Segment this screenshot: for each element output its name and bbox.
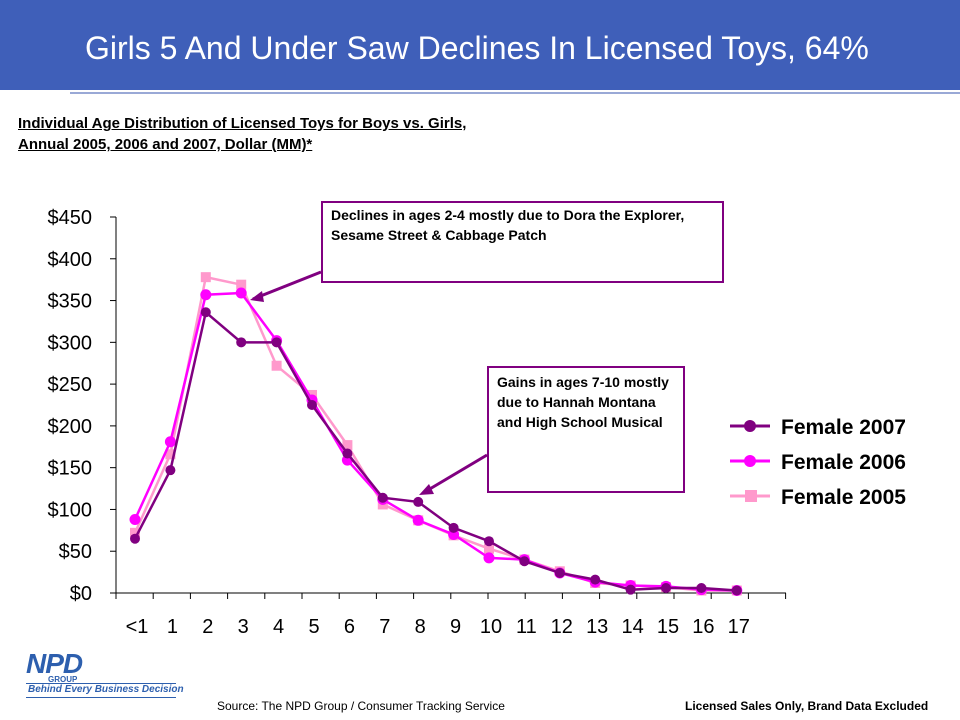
callout-arrow-1 <box>252 270 322 301</box>
legend-marker <box>744 420 756 432</box>
logo-rule <box>26 683 176 684</box>
x-tick-label: 7 <box>379 616 390 638</box>
title-underline <box>70 92 960 94</box>
title-bar <box>0 0 960 90</box>
source-note: Source: The NPD Group / Consumer Trackin… <box>217 699 505 713</box>
y-tick-label: $50 <box>59 541 92 563</box>
npd-logo-tagline: Behind Every Business Decision <box>28 684 184 695</box>
y-tick-label: $250 <box>48 374 93 396</box>
subtitle-line-2: Annual 2005, 2006 and 2007, Dollar (MM)* <box>18 136 313 153</box>
x-tick-label: 8 <box>415 616 426 638</box>
data-point <box>165 449 176 460</box>
data-point <box>200 289 212 301</box>
data-point <box>200 272 211 283</box>
slide-title: Girls 5 And Under Saw Declines In Licens… <box>85 30 869 66</box>
data-point <box>731 585 742 596</box>
data-point <box>342 448 353 459</box>
data-point <box>165 465 176 476</box>
legend-label: Female 2005 <box>781 486 906 509</box>
data-point <box>448 522 459 533</box>
x-tick-label: 9 <box>450 616 461 638</box>
legend-label: Female 2006 <box>781 451 906 474</box>
data-point <box>200 307 211 318</box>
x-tick-label: 5 <box>308 616 319 638</box>
x-tick-label: 11 <box>516 616 537 638</box>
data-point <box>696 582 707 593</box>
x-tick-label: 17 <box>728 616 750 638</box>
data-point <box>625 584 636 595</box>
callout-arrowhead-2 <box>419 484 434 495</box>
data-point <box>235 287 247 299</box>
series-line <box>133 291 737 592</box>
data-point <box>130 533 140 544</box>
data-point <box>236 279 247 290</box>
npd-logo: NPD <box>26 648 83 679</box>
x-tick-label: 3 <box>238 616 249 638</box>
data-point <box>484 536 494 547</box>
y-tick-label: $400 <box>48 249 93 271</box>
x-tick-label: 2 <box>202 616 213 638</box>
data-point <box>130 527 140 538</box>
callout-arrowhead-1 <box>250 291 264 302</box>
data-point <box>590 574 601 585</box>
y-tick-label: $450 <box>48 207 93 229</box>
data-point <box>413 496 424 507</box>
legend-marker <box>744 455 756 467</box>
data-point <box>484 543 494 554</box>
x-tick-label: 1 <box>167 616 178 638</box>
footnote: Licensed Sales Only, Brand Data Excluded <box>685 699 929 713</box>
data-point <box>483 552 495 564</box>
data-point <box>377 492 388 503</box>
data-point <box>271 360 282 371</box>
chart-subtitle: Individual Age Distribution of Licensed … <box>18 113 466 155</box>
x-tick-label: 12 <box>551 616 573 638</box>
x-tick-label: 6 <box>344 616 355 638</box>
data-point <box>342 440 353 451</box>
data-point <box>307 400 317 410</box>
x-tick-label: <1 <box>126 616 149 638</box>
y-tick-label: $0 <box>70 583 92 605</box>
callout-arrow-2 <box>422 453 488 495</box>
y-tick-label: $300 <box>48 332 93 354</box>
callout-declines: Declines in ages 2-4 mostly due to Dora … <box>321 201 724 283</box>
data-point <box>271 337 282 348</box>
x-tick-label: 14 <box>621 616 643 638</box>
x-tick-label: 16 <box>692 616 714 638</box>
y-tick-label: $350 <box>48 291 93 313</box>
x-tick-label: 10 <box>480 616 502 638</box>
legend-label: Female 2007 <box>781 416 906 439</box>
x-tick-label: 15 <box>657 616 679 638</box>
data-point <box>554 567 565 578</box>
subtitle-line-1: Individual Age Distribution of Licensed … <box>18 115 467 132</box>
data-point <box>164 436 176 448</box>
y-tick-label: $150 <box>48 458 93 480</box>
legend-marker <box>745 490 757 502</box>
y-tick-label: $100 <box>48 499 93 521</box>
x-tick-label: 13 <box>586 616 608 638</box>
series-line <box>133 309 737 592</box>
data-point <box>236 337 247 348</box>
data-point <box>412 514 424 526</box>
data-point <box>519 556 530 567</box>
logo-rule-bottom <box>26 697 176 698</box>
npd-logo-group: GROUP <box>48 675 78 684</box>
data-point <box>661 582 671 593</box>
y-tick-label: $200 <box>48 416 93 438</box>
x-tick-label: 4 <box>273 616 284 638</box>
callout-gains: Gains in ages 7-10 mostly due to Hannah … <box>487 366 685 493</box>
data-point <box>129 513 141 525</box>
